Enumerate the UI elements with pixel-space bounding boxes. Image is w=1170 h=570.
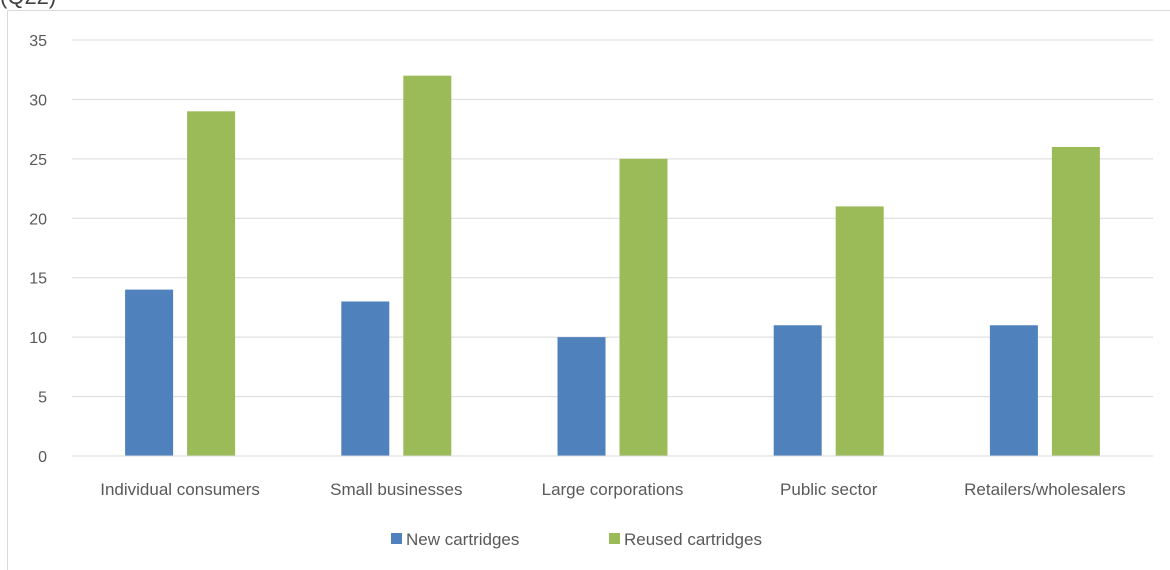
bar-new-cartridges: [557, 337, 606, 456]
chart-title: (Q22): [0, 0, 56, 8]
legend-label: New cartridges: [406, 530, 519, 549]
y-tick-label: 10: [29, 330, 47, 347]
y-tick-label: 0: [38, 449, 47, 466]
x-category-label: Individual consumers: [100, 480, 260, 499]
bar-reused-cartridges: [619, 158, 668, 456]
bar-reused-cartridges: [403, 75, 452, 457]
y-tick-label: 30: [29, 92, 47, 109]
y-tick-label: 20: [29, 211, 47, 228]
y-tick-label: 15: [29, 271, 47, 288]
bar-new-cartridges: [773, 325, 822, 456]
legend: New cartridges Reused cartridges: [391, 530, 762, 549]
bar-new-cartridges: [125, 289, 174, 456]
legend-label: Reused cartridges: [624, 530, 762, 549]
chart-frame: [7, 10, 1170, 570]
x-category-label: Public sector: [780, 480, 878, 499]
bar-new-cartridges: [989, 325, 1038, 456]
bar-reused-cartridges: [1051, 146, 1100, 456]
axes: 0 5 10 15 20 25 30 35 Individual consumers Small …: [29, 33, 1153, 499]
y-tick-label: 25: [29, 152, 47, 169]
x-category-label: Large corporations: [542, 480, 684, 499]
bar-reused-cartridges: [835, 206, 884, 456]
y-tick-label: 35: [29, 33, 47, 50]
bar-new-cartridges: [341, 301, 390, 456]
legend-swatch: [609, 533, 620, 544]
legend-swatch: [391, 533, 402, 544]
bars: [125, 75, 1100, 457]
x-category-label: Small businesses: [330, 480, 462, 499]
bar-reused-cartridges: [187, 111, 236, 457]
y-tick-label: 5: [38, 390, 47, 407]
x-category-label: Retailers/wholesalers: [964, 480, 1126, 499]
